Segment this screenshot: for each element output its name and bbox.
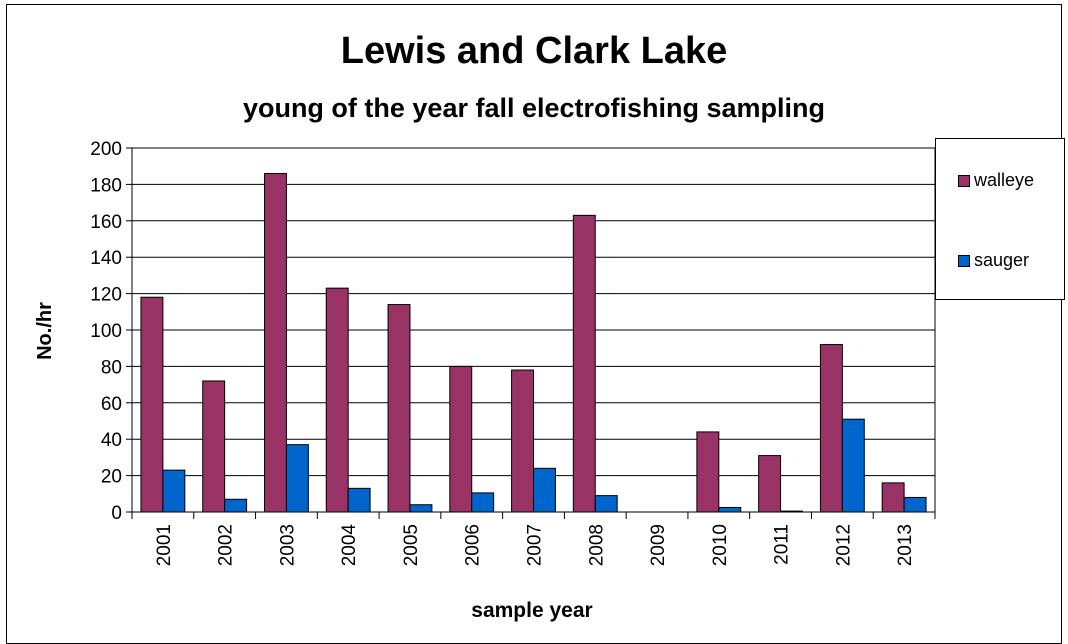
chart-plot: 0 20 40 60 80 100 120 140 160 180 200 2001 2002 2003 2…	[34, 139, 936, 622]
bar-walleye-2004	[325, 287, 349, 513]
x-tick-label: 2002	[216, 524, 237, 566]
chart-title: Lewis and Clark Lake	[340, 30, 728, 72]
bar-walleye-2002	[202, 380, 226, 513]
bar-sauger-2010	[718, 506, 742, 513]
x-tick-label: 2013	[895, 524, 916, 566]
bar-walleye-2001	[140, 296, 164, 513]
y-tick-label: 60	[101, 394, 122, 415]
bar-walleye-2010	[696, 431, 720, 513]
x-tick-label: 2008	[586, 524, 607, 566]
y-tick-label: 0	[111, 503, 122, 524]
x-tick-label: 2005	[401, 524, 422, 566]
y-tick-label: 160	[90, 212, 122, 233]
x-tick-label: 2006	[463, 524, 484, 566]
legend-item-walleye: walleye	[958, 170, 1034, 191]
bar-sauger-2002	[224, 498, 248, 513]
x-tick-label: 2004	[339, 524, 360, 567]
legend: walleye sauger	[935, 138, 1065, 300]
x-tick-label: 2003	[277, 524, 298, 566]
bar-walleye-2007	[511, 369, 535, 513]
bar-walleye-2006	[449, 365, 473, 513]
bar-walleye-2005	[387, 304, 411, 513]
y-axis-label: No./hr	[34, 302, 56, 360]
bars	[140, 172, 927, 513]
bar-sauger-2003	[285, 444, 309, 513]
x-tick-label: 2010	[710, 524, 731, 566]
x-axis-label: sample year	[471, 599, 592, 622]
x-tick-label: 2012	[833, 524, 854, 566]
y-tick-label: 180	[90, 175, 122, 196]
bar-sauger-2005	[409, 504, 433, 513]
x-tick-label: 2009	[648, 524, 669, 566]
legend-label-sauger: sauger	[974, 250, 1030, 270]
y-tick-label: 100	[90, 321, 122, 342]
y-tick-label: 140	[90, 248, 122, 269]
chart-frame	[6, 4, 1062, 644]
chart-subtitle: young of the year fall electrofishing sa…	[242, 93, 826, 123]
legend-swatch-walleye	[958, 174, 970, 187]
x-tick-label: 2011	[772, 524, 793, 565]
x-tick-label: 2007	[525, 524, 546, 566]
bar-sauger-2012	[841, 418, 865, 513]
bar-sauger-2007	[533, 467, 556, 513]
y-tick-label: 120	[90, 285, 122, 306]
bar-sauger-2004	[347, 487, 371, 513]
y-tick-label: 40	[101, 430, 122, 451]
bar-walleye-2013	[881, 482, 905, 513]
bar-walleye-2011	[758, 455, 782, 513]
x-tick-label: 2001	[154, 524, 175, 566]
y-tick-label: 200	[90, 139, 122, 160]
bar-walleye-2012	[819, 344, 843, 513]
bar-sauger-2006	[471, 492, 495, 513]
y-tick-label: 20	[101, 467, 122, 488]
legend-swatch-sauger	[958, 254, 970, 267]
legend-item-sauger: sauger	[958, 250, 1029, 271]
legend-label-walleye: walleye	[974, 170, 1035, 190]
bar-sauger-2008	[594, 495, 618, 513]
bar-sauger-2013	[903, 496, 927, 513]
bar-walleye-2003	[263, 172, 287, 513]
y-tick-label: 80	[101, 357, 122, 378]
axes: 0 20 40 60 80 100 120 140 160 180 200 2001 2002 2003 2…	[90, 139, 936, 567]
bar-sauger-2001	[162, 469, 186, 513]
bar-walleye-2008	[572, 214, 596, 513]
